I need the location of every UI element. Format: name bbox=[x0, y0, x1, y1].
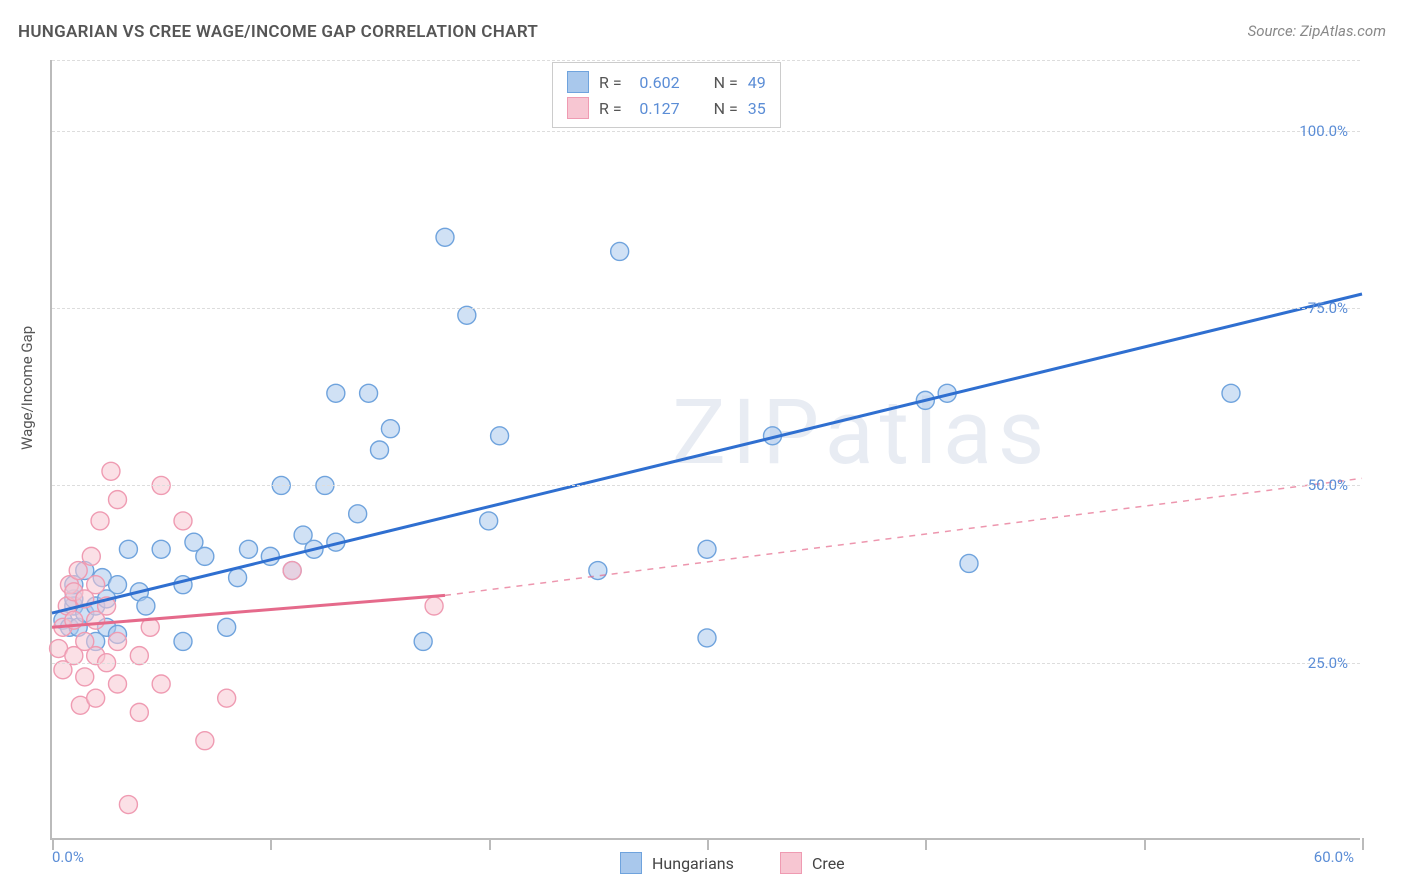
y-tick-label: 50.0% bbox=[1308, 476, 1348, 494]
scatter-point bbox=[240, 540, 258, 558]
scatter-point bbox=[349, 505, 367, 523]
x-tick bbox=[1144, 838, 1146, 850]
scatter-point bbox=[76, 668, 94, 686]
legend-n-value: 49 bbox=[748, 73, 766, 92]
x-tick bbox=[707, 838, 709, 850]
scatter-point bbox=[109, 675, 127, 693]
source-attribution: Source: ZipAtlas.com bbox=[1248, 22, 1386, 40]
chart-title: HUNGARIAN VS CREE WAGE/INCOME GAP CORREL… bbox=[18, 22, 538, 42]
y-axis-label: Wage/Income Gap bbox=[18, 326, 36, 450]
scatter-point bbox=[360, 384, 378, 402]
plot-area: ZIPatlas R =0.602N =49R =0.127N =35 25.0… bbox=[50, 60, 1360, 840]
x-tick bbox=[489, 838, 491, 850]
legend-r-label: R = bbox=[599, 73, 622, 92]
legend-n-label: N = bbox=[714, 99, 738, 118]
scatter-point bbox=[174, 512, 192, 530]
scatter-point bbox=[327, 384, 345, 402]
y-tick-label: 75.0% bbox=[1308, 299, 1348, 317]
scatter-point bbox=[152, 540, 170, 558]
scatter-point bbox=[698, 629, 716, 647]
chart-svg bbox=[52, 60, 1360, 838]
scatter-point bbox=[87, 689, 105, 707]
legend-correlation-box: R = 0.602 N = 49 R = 0.127 N = 35 bbox=[552, 62, 781, 128]
legend-row: R = 0.602 N = 49 bbox=[567, 69, 766, 95]
x-tick bbox=[925, 838, 927, 850]
scatter-point bbox=[137, 597, 155, 615]
scatter-point bbox=[218, 689, 236, 707]
scatter-point bbox=[491, 427, 509, 445]
scatter-point bbox=[91, 512, 109, 530]
scatter-point bbox=[130, 703, 148, 721]
legend-swatch bbox=[780, 852, 802, 874]
legend-n-value: 35 bbox=[748, 99, 766, 118]
legend-swatch bbox=[567, 71, 589, 93]
gridline bbox=[52, 308, 1360, 309]
legend-row: R = 0.127 N = 35 bbox=[567, 95, 766, 121]
scatter-point bbox=[119, 540, 137, 558]
scatter-point bbox=[69, 562, 87, 580]
scatter-point bbox=[174, 632, 192, 650]
scatter-point bbox=[611, 242, 629, 260]
scatter-point bbox=[109, 491, 127, 509]
scatter-point bbox=[436, 228, 454, 246]
scatter-point bbox=[119, 796, 137, 814]
legend-series-name: Cree bbox=[812, 854, 845, 873]
scatter-point bbox=[960, 554, 978, 572]
gridline bbox=[52, 663, 1360, 664]
scatter-point bbox=[102, 462, 120, 480]
scatter-point bbox=[87, 576, 105, 594]
gridline bbox=[52, 485, 1360, 486]
scatter-point bbox=[109, 632, 127, 650]
legend-r-value: 0.127 bbox=[632, 99, 680, 118]
x-tick-label: 60.0% bbox=[1314, 848, 1354, 866]
scatter-point bbox=[109, 576, 127, 594]
scatter-point bbox=[283, 562, 301, 580]
scatter-point bbox=[698, 540, 716, 558]
scatter-point bbox=[229, 569, 247, 587]
scatter-point bbox=[414, 632, 432, 650]
trend-line-dashed bbox=[445, 478, 1362, 595]
scatter-point bbox=[196, 547, 214, 565]
trend-line bbox=[52, 294, 1362, 613]
scatter-point bbox=[152, 675, 170, 693]
x-tick-label: 0.0% bbox=[52, 848, 84, 866]
legend-series-name: Hungarians bbox=[652, 854, 734, 873]
gridline bbox=[52, 60, 1360, 61]
scatter-point bbox=[196, 732, 214, 750]
legend-cree: Cree bbox=[780, 852, 845, 874]
scatter-point bbox=[218, 618, 236, 636]
legend-swatch bbox=[567, 97, 589, 119]
scatter-point bbox=[82, 547, 100, 565]
legend-hungarians: Hungarians bbox=[620, 852, 734, 874]
scatter-point bbox=[480, 512, 498, 530]
x-tick bbox=[1362, 838, 1364, 850]
legend-n-label: N = bbox=[714, 73, 738, 92]
y-tick-label: 100.0% bbox=[1299, 122, 1348, 140]
scatter-point bbox=[425, 597, 443, 615]
x-tick bbox=[270, 838, 272, 850]
scatter-point bbox=[1222, 384, 1240, 402]
y-tick-label: 25.0% bbox=[1308, 654, 1348, 672]
scatter-point bbox=[371, 441, 389, 459]
legend-swatch bbox=[620, 852, 642, 874]
gridline bbox=[52, 131, 1360, 132]
legend-r-value: 0.602 bbox=[632, 73, 680, 92]
scatter-point bbox=[381, 420, 399, 438]
legend-r-label: R = bbox=[599, 99, 622, 118]
